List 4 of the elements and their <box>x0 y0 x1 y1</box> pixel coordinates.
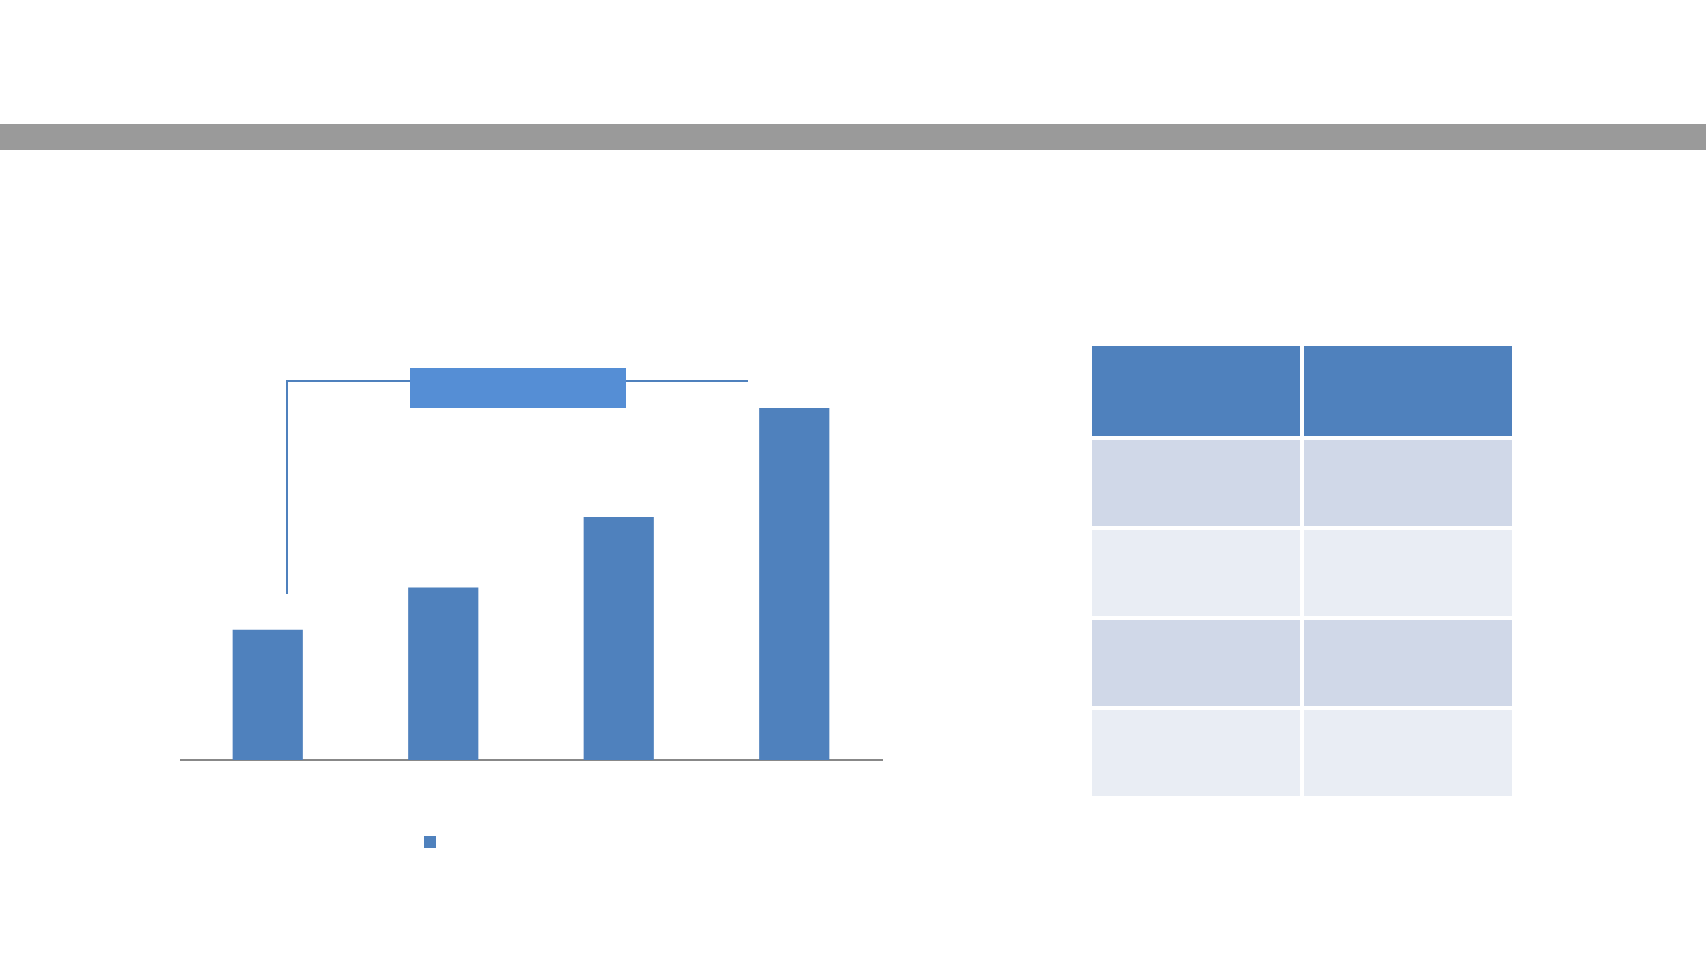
bar <box>583 517 654 760</box>
bar <box>759 408 830 760</box>
bar <box>408 587 479 760</box>
bar <box>232 629 303 760</box>
